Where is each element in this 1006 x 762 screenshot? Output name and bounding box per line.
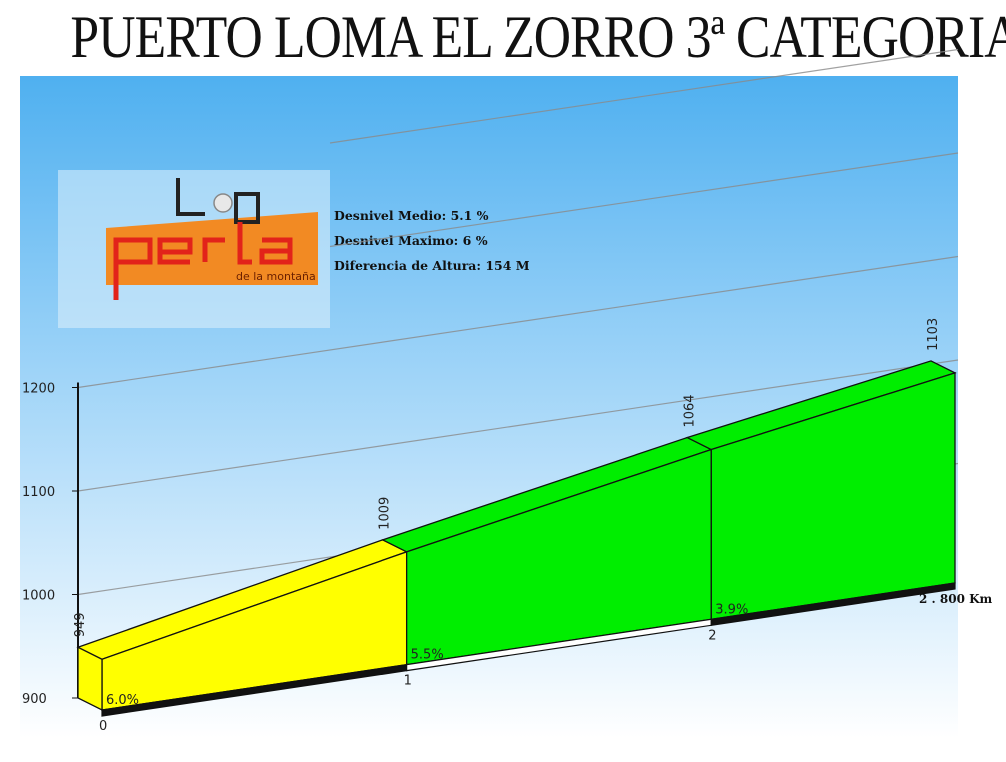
logo-p-letter [113,237,153,300]
segment-side-left [77,646,103,712]
logo-l-letter [176,178,205,216]
grid-line-upper-1400 [329,48,959,144]
grid-line-1200 [77,255,959,389]
km-marker-2: 2 [708,628,716,643]
logo-r-letter [202,237,225,262]
altitude-label-2: 1064 [682,394,697,427]
logo-pearl [213,193,233,213]
gradient-label-0: 6.0% [106,693,139,708]
logo-orange-banner [106,212,318,285]
logo: de la montaña [58,170,330,328]
profile-blocks [76,360,957,717]
profile-labels: 6.0% 5.5% 3.9% 949 1009 1064 1103 0 1 2 2 . 800 Km [73,318,993,734]
page-title: PUERTO LOMA EL ZORRO 3ª CATEGORIA [70,4,1006,70]
stat-desnivel-maximo: Desnivel Maximo: 6 % [334,233,488,248]
logo-a2-letter [259,237,293,265]
end-distance-label: 2 . 800 Km [919,592,993,606]
y-tick-label-1200: 1200 [22,382,55,397]
stat-desnivel-medio: Desnivel Medio: 5.1 % [334,208,489,223]
grid-line-1100 [77,359,959,492]
km-marker-0: 0 [99,719,107,734]
grid-line-upper-1300 [329,152,959,248]
km-marker-1: 1 [404,674,412,689]
altitude-label-0: 949 [73,612,88,637]
stat-diferencia-altura: Diferencia de Altura: 154 M [334,258,530,273]
altitude-label-3: 1103 [926,318,941,351]
logo-e-letter [157,237,193,265]
logo-a-letter [234,192,260,224]
y-tick-label-1000: 1000 [22,589,55,604]
gradient-label-2: 3.9% [715,602,748,617]
y-tick-label-900: 900 [22,692,47,707]
segment-base-2 [710,582,956,626]
gradient-label-1: 5.5% [411,648,444,663]
logo-tagline: de la montaña [236,270,316,283]
altitude-label-1: 1009 [378,497,393,530]
y-tick-label-1100: 1100 [22,485,55,500]
logo-l2-letter [237,222,252,265]
y-axis: 900 1000 1100 1200 [22,382,79,707]
